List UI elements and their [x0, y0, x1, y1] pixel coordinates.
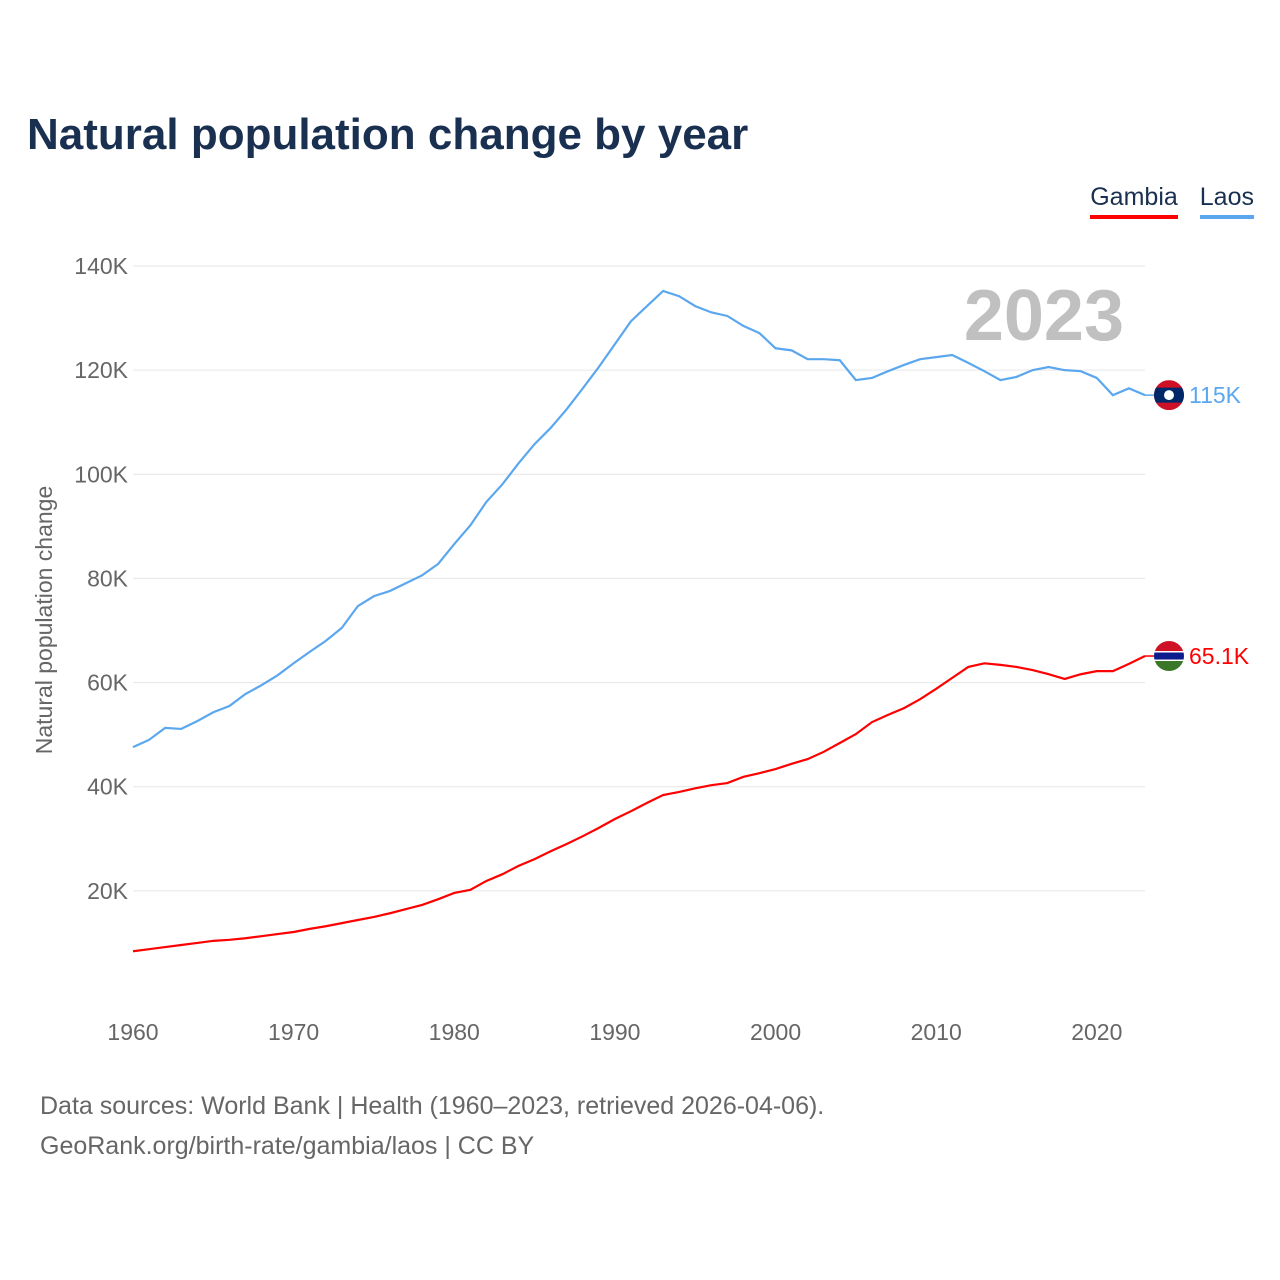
y-tick-label: 60K: [87, 670, 129, 696]
flag-icon-gambia: [1154, 641, 1184, 672]
y-tick-label: 20K: [87, 878, 129, 904]
flag-disc: [1164, 390, 1174, 401]
end-value-label: 65.1K: [1189, 643, 1250, 669]
year-watermark: 2023: [964, 276, 1124, 356]
attribution-link[interactable]: GeoRank.org/birth-rate/gambia/laos | CC …: [40, 1132, 535, 1160]
x-tick-label: 1980: [429, 1019, 480, 1045]
series-line-laos: [132, 289, 1146, 749]
y-tick-label: 140K: [74, 253, 128, 279]
y-tick-label: 100K: [74, 461, 128, 487]
source-text: Data sources: World Bank | Health (1960–…: [40, 1092, 825, 1120]
flag-stripe: [1154, 641, 1184, 652]
end-value-label: 115K: [1189, 382, 1242, 408]
y-tick-label: 80K: [87, 565, 129, 591]
x-tick-label: 2020: [1071, 1019, 1122, 1045]
y-axis-label: Natural population change: [31, 486, 57, 755]
flag-stripe: [1154, 661, 1184, 672]
footer: Data sources: World Bank | Health (1960–…: [40, 1086, 824, 1166]
flag-body: [1154, 641, 1184, 672]
legend: Gambia Laos: [1090, 183, 1254, 219]
chart-title: Natural population change by year: [27, 110, 749, 159]
flag-body: [1154, 380, 1184, 411]
y-tick-label: 40K: [87, 774, 129, 800]
series-line-gambia: [132, 655, 1146, 953]
x-tick-label: 2010: [911, 1019, 962, 1045]
x-tick-label: 2000: [750, 1019, 801, 1045]
legend-item-gambia[interactable]: Gambia: [1090, 183, 1178, 219]
flag-stripe: [1154, 652, 1184, 660]
x-tick-label: 1970: [268, 1019, 319, 1045]
legend-item-laos[interactable]: Laos: [1199, 183, 1254, 219]
x-tick-label: 1990: [589, 1019, 640, 1045]
y-tick-label: 120K: [74, 357, 128, 383]
flag-icon-laos: [1154, 380, 1184, 411]
x-tick-label: 1960: [107, 1019, 158, 1045]
